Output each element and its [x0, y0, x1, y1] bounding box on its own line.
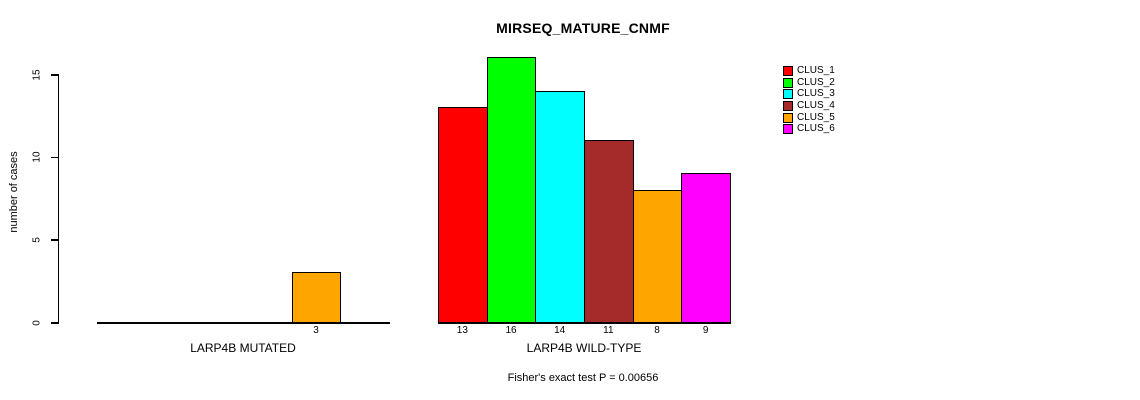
legend-label: CLUS_5 [797, 111, 835, 123]
legend-item: CLUS_1 [783, 65, 835, 77]
y-tick-label: 10 [31, 151, 43, 163]
y-axis-label: number of cases [8, 151, 20, 233]
legend-swatch-icon [783, 124, 793, 135]
y-axis-tick [50, 322, 58, 324]
legend-label: CLUS_1 [797, 65, 835, 76]
legend-item: CLUS_2 [783, 77, 835, 89]
legend-label: CLUS_4 [797, 100, 835, 112]
bar-clus_5 [291, 272, 342, 324]
legend-label: CLUS_6 [797, 123, 835, 135]
group-label-mutated: LARP4B MUTATED [190, 341, 296, 355]
y-axis-line [57, 74, 59, 324]
legend-swatch-icon [783, 65, 793, 76]
bar-clus_2 [486, 57, 537, 324]
y-axis-tick [50, 239, 58, 241]
bar-value-label: 13 [456, 325, 468, 336]
bar-value-label: 14 [554, 325, 566, 336]
bar-clus_3 [535, 90, 585, 324]
y-tick-label: 15 [31, 69, 43, 81]
bar-value-label: 16 [505, 325, 517, 336]
bar-clus_5 [632, 189, 683, 324]
legend-swatch-icon [783, 112, 793, 123]
legend-item: CLUS_3 [783, 88, 835, 100]
y-tick-label: 5 [31, 237, 43, 243]
legend-label: CLUS_2 [797, 76, 835, 88]
legend-swatch-icon [783, 77, 793, 88]
legend: CLUS_1 CLUS_2 CLUS_3 CLUS_4 CLUS_5 CLUS_6 [783, 65, 835, 135]
y-axis-tick [50, 156, 58, 159]
legend-item: CLUS_6 [783, 123, 835, 135]
bar-value-label: 11 [603, 325, 614, 336]
bar-value-label: 9 [702, 325, 709, 336]
legend-item: CLUS_5 [783, 112, 835, 124]
group-label-wildtype: LARP4B WILD-TYPE [526, 341, 642, 355]
bar-clus_4 [584, 140, 634, 324]
bar-value-label: 3 [313, 325, 319, 336]
legend-label: CLUS_3 [797, 88, 835, 100]
bar-clus_6 [681, 173, 731, 324]
legend-swatch-icon [783, 89, 793, 100]
stat-caption: Fisher's exact test P = 0.00656 [507, 372, 659, 384]
bar-value-label: 8 [654, 325, 660, 336]
chart-title: MIRSEQ_MATURE_CNMF [496, 20, 670, 36]
bar-clus_1 [438, 107, 488, 324]
legend-item: CLUS_4 [783, 100, 835, 112]
y-tick-label: 0 [31, 319, 43, 326]
legend-swatch-icon [783, 100, 793, 111]
group-baseline [97, 322, 391, 324]
y-axis-tick [50, 74, 58, 76]
